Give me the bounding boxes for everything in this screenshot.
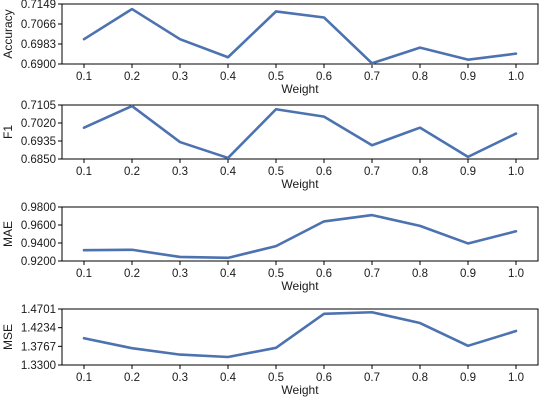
y-tick-label: 1.3767 (21, 341, 56, 353)
x-tick-label: 0.3 (172, 268, 188, 280)
series-line (82, 7, 518, 65)
x-tick-label: 0.4 (220, 372, 237, 384)
x-tick-label: 0.4 (220, 166, 237, 178)
y-axis-label: MAE (1, 221, 15, 247)
x-tick-label: 0.5 (268, 166, 284, 178)
x-axis-label: Weight (281, 177, 319, 191)
x-tick-label: 1.0 (508, 166, 524, 178)
x-tick-label: 0.6 (316, 372, 332, 384)
x-tick-label: 0.3 (172, 372, 188, 384)
x-tick-label: 0.8 (412, 166, 428, 178)
x-tick-label: 1.0 (508, 372, 524, 384)
y-tick-label: 0.6935 (21, 136, 56, 148)
y-tick-label: 0.7020 (21, 118, 56, 130)
series-line (82, 310, 518, 359)
x-axis-label: Weight (281, 82, 319, 96)
series-line (82, 104, 518, 160)
x-tick-label: 0.1 (76, 372, 92, 384)
subplot-f1: 0.6850 0.6935 0.7020 0.7105 0.1 0.2 0.3 0.4 0.5 0… (1, 100, 539, 191)
y-tick-label: 1.4234 (21, 323, 57, 335)
x-tick-label: 0.2 (124, 166, 140, 178)
plot-frame (61, 308, 539, 366)
y-axis-label: MSE (1, 324, 15, 350)
y-tick-label: 0.9600 (21, 220, 56, 232)
x-tick-label: 0.2 (124, 372, 140, 384)
x-tick-label: 0.8 (412, 372, 428, 384)
y-tick-label: 1.4701 (21, 304, 56, 316)
y-tick-label: 1.3300 (21, 360, 56, 372)
x-tick-label: 0.7 (364, 166, 380, 178)
x-tick-label: 0.3 (172, 166, 188, 178)
plot-frame (61, 104, 539, 160)
x-tick-label: 0.4 (220, 71, 237, 83)
x-tick-label: 0.4 (220, 268, 237, 280)
x-tick-label: 0.9 (460, 372, 476, 384)
subplot-mae: 0.9200 0.9400 0.9600 0.9800 0.1 0.2 0.3 0.4 0.5 0… (1, 202, 539, 293)
y-tick-label: 0.9400 (21, 238, 56, 250)
x-tick-label: 0.1 (76, 166, 92, 178)
x-axis-label: Weight (281, 279, 319, 293)
x-tick-label: 0.1 (76, 71, 92, 83)
y-tick-label: 0.6850 (21, 154, 56, 166)
y-tick-label: 0.6900 (21, 59, 56, 71)
series-line (82, 213, 518, 260)
y-tick-label: 0.9800 (21, 202, 56, 214)
y-axis-label: F1 (1, 125, 15, 139)
y-tick-label: 0.7149 (21, 0, 56, 11)
x-tick-label: 0.8 (412, 268, 428, 280)
subplot-mse: 1.3300 1.3767 1.4234 1.4701 0.1 0.2 0.3 0.4 0.5 0… (1, 304, 539, 397)
x-tick-label: 0.7 (364, 372, 380, 384)
y-axis-label: Accuracy (1, 9, 15, 58)
x-tick-label: 0.8 (412, 71, 428, 83)
x-tick-label: 0.9 (460, 166, 476, 178)
y-tick-label: 0.6983 (21, 39, 56, 51)
x-tick-label: 0.3 (172, 71, 188, 83)
x-tick-label: 0.6 (316, 71, 332, 83)
plot-frame (61, 3, 539, 65)
x-axis-label: Weight (281, 383, 319, 397)
subplot-accuracy: 0.6900 0.6983 0.7066 0.7149 0.1 0.2 0.3 0.4 0.5 0… (1, 0, 539, 96)
x-tick-label: 0.9 (460, 71, 476, 83)
x-tick-label: 0.9 (460, 268, 476, 280)
y-tick-label: 0.7105 (21, 100, 56, 112)
x-tick-label: 0.2 (124, 71, 140, 83)
x-tick-label: 1.0 (508, 268, 524, 280)
x-tick-label: 0.7 (364, 268, 380, 280)
x-tick-label: 0.6 (316, 166, 332, 178)
x-tick-label: 0.5 (268, 372, 284, 384)
x-tick-label: 1.0 (508, 71, 524, 83)
y-tick-label: 0.7066 (21, 19, 56, 31)
x-tick-label: 0.1 (76, 268, 92, 280)
x-tick-label: 0.2 (124, 268, 140, 280)
x-tick-label: 0.5 (268, 268, 284, 280)
y-tick-label: 0.9200 (21, 256, 56, 268)
plot-frame (61, 206, 539, 262)
x-tick-label: 0.7 (364, 71, 380, 83)
x-tick-label: 0.5 (268, 71, 284, 83)
x-tick-label: 0.6 (316, 268, 332, 280)
